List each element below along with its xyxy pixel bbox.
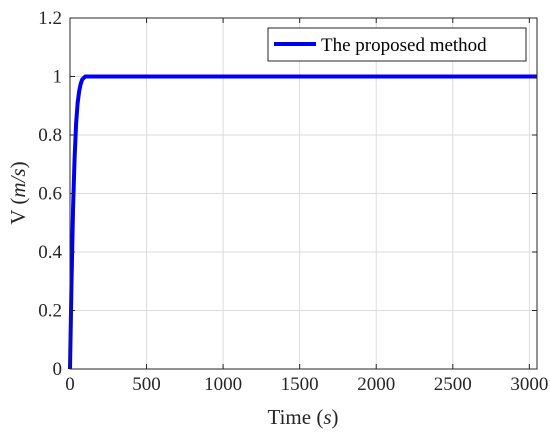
- x-axis-label-paren-open: (: [316, 405, 323, 429]
- legend: The proposed method: [267, 27, 527, 62]
- y-tick-label: 1: [53, 67, 63, 88]
- y-tick-label: 0.8: [38, 125, 62, 146]
- x-tick-label: 1500: [281, 374, 319, 395]
- x-tick-label: 500: [132, 374, 161, 395]
- y-tick-label: 0.2: [38, 301, 62, 322]
- y-axis-label-unit: m/s: [6, 168, 30, 197]
- x-tick-label: 0: [65, 374, 75, 395]
- y-axis-label: V (m/s): [6, 161, 30, 224]
- x-tick-labels: 0 500 1000 1500 2000 2500 3000: [65, 374, 548, 395]
- y-tick-label: 0.6: [38, 184, 62, 205]
- y-tick-labels: 0 0.2 0.4 0.6 0.8 1 1.2: [38, 8, 62, 380]
- series-line: [68, 74, 537, 370]
- series-layer: [68, 74, 537, 370]
- tick-marks: [69, 17, 537, 370]
- x-axis-label: Time (s): [267, 405, 338, 429]
- x-tick-label: 1000: [204, 374, 242, 395]
- x-tick-label: 2000: [357, 374, 395, 395]
- y-axis-label-paren-open: (: [6, 198, 30, 205]
- x-tick-label: 3000: [510, 374, 548, 395]
- x-axis-label-unit: s: [323, 405, 331, 429]
- y-tick-label: 0: [53, 359, 63, 380]
- y-axis-label-text: V: [6, 205, 30, 225]
- y-tick-label: 1.2: [38, 8, 62, 29]
- x-axis-label-text: Time: [267, 405, 316, 429]
- x-tick-label: 2500: [434, 374, 472, 395]
- x-axis-label-paren-close: ): [332, 405, 339, 429]
- legend-label: The proposed method: [321, 35, 487, 56]
- y-axis-label-paren-close: ): [6, 161, 30, 168]
- y-tick-label: 0.4: [38, 242, 62, 263]
